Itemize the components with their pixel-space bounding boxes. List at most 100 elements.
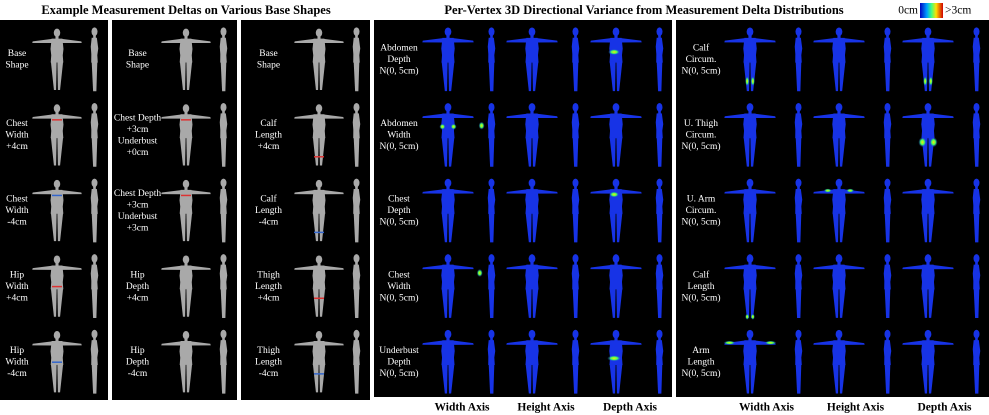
variance-hotspot [609,191,620,198]
row-label: N(0, 5cm) [681,141,720,152]
row-label: +0cm [127,148,149,158]
row-label: Underbust [379,346,419,356]
row-label: Length [255,206,282,216]
row-label: Hip [10,346,25,356]
row-label: Width [5,131,29,141]
left-title: Example Measurement Deltas on Various Ba… [41,3,331,17]
row-label: -4cm [259,218,279,228]
row-label: Calf [260,194,277,205]
row-label: +4cm [258,293,280,303]
row-label: +3cm [127,223,149,233]
row-label: Underbust [118,212,158,222]
row-label: Thigh [257,270,280,280]
axis-label: Depth Axis [918,402,973,414]
row-label: Calf [260,118,277,129]
row-label: -4cm [128,369,148,379]
row-label: Width [5,206,29,216]
row-label: N(0, 5cm) [379,292,418,303]
row-label: N(0, 5cm) [379,65,418,76]
variance-hotspot [918,137,927,148]
colorbar [920,3,943,18]
row-label: Depth [126,357,149,367]
variance-hotspot [764,340,777,345]
row-label: Chest [388,270,410,280]
row-label: U. Thigh [684,119,718,129]
row-label: Shape [5,61,28,71]
row-label: Calf [693,42,710,53]
variance-hotspot [607,355,622,362]
colorbar-min: 0cm [898,5,918,17]
row-label: Length [688,282,715,292]
row-label: N(0, 5cm) [379,217,418,228]
row-label: Depth [387,357,410,367]
variance-hotspot [450,123,457,130]
variance-hotspot [745,76,750,87]
row-label: Width [387,131,411,141]
row-label: -4cm [259,369,279,379]
panel [241,20,370,400]
variance-hotspot [439,123,446,130]
row-label: Underbust [118,136,158,146]
row-label: Chest Depth [114,189,161,199]
row-label: +3cm [127,125,149,135]
row-label: -4cm [7,218,27,228]
variance-hotspot [923,76,928,87]
row-label: Hip [130,346,145,356]
row-label: Hip [10,270,25,280]
variance-hotspot [750,76,755,87]
row-label: Length [688,357,715,367]
colorbar-max: >3cm [945,5,971,17]
row-label: N(0, 5cm) [681,217,720,228]
row-label: Calf [693,269,710,280]
panel [112,20,237,400]
row-label: Chest [388,195,410,205]
row-label: Hip [130,270,145,280]
row-label: Length [255,131,282,141]
row-label: Circum. [686,55,717,65]
row-label: Length [255,357,282,367]
row-label: Arm [692,346,710,356]
panel [374,20,672,397]
variance-hotspot [928,76,933,87]
row-label: Shape [257,61,280,71]
axis-label: Width Axis [739,402,795,414]
row-label: N(0, 5cm) [681,65,720,76]
row-label: N(0, 5cm) [379,141,418,152]
row-label: +4cm [6,142,28,152]
row-label: Length [255,282,282,292]
row-label: +4cm [258,142,280,152]
row-label: Thigh [257,346,280,356]
row-label: Circum. [686,206,717,216]
row-label: Chest Depth [114,113,161,123]
row-label: N(0, 5cm) [681,292,720,303]
variance-hotspot [745,313,750,320]
variance-hotspot [723,340,736,345]
row-label: +3cm [127,200,149,210]
row-label: Depth [126,282,149,292]
variance-hotspot [846,188,855,193]
variance-hotspot [929,137,938,148]
row-label: N(0, 5cm) [681,368,720,379]
variance-hotspot [608,49,621,56]
row-label: Abdomen [380,43,418,53]
row-label: +4cm [6,293,28,303]
row-label: +4cm [127,293,149,303]
row-label: U. Arm [687,195,716,205]
row-label: Chest [6,119,28,129]
row-label: Depth [387,55,410,65]
panel [676,20,989,397]
axis-label: Width Axis [434,402,490,414]
variance-hotspot [750,313,755,320]
row-label: Shape [126,61,149,71]
axis-label: Depth Axis [603,402,658,414]
row-label: Depth [387,206,410,216]
variance-hotspot [823,188,832,193]
axis-label: Height Axis [517,402,575,414]
variance-hotspot [478,121,485,130]
row-label: Width [5,357,29,367]
row-label: Base [8,49,26,59]
row-label: Chest [6,195,28,205]
row-label: -4cm [7,369,27,379]
row-label: Width [5,282,29,292]
